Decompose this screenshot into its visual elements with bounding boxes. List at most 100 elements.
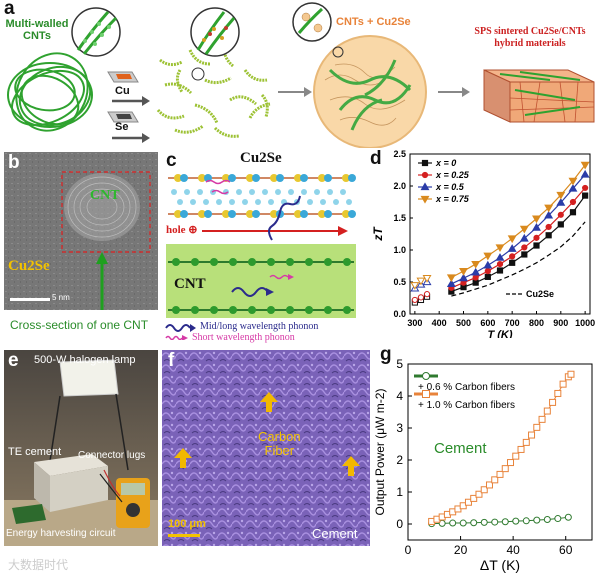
cu-atom [342,210,350,218]
scale-label: 5 nm [52,293,70,302]
panel-e: e 500-W halogen lamp TE cement Connector… [4,350,158,546]
cu-atom [198,210,206,218]
data-point [509,259,516,266]
se-atom [180,210,188,218]
short-wave-legend-icon [165,335,183,341]
se-atom [228,210,236,218]
cement-annotation: Cement [434,440,487,457]
data-point [472,274,479,281]
data-point [459,519,467,527]
ion-atom [327,189,333,195]
data-point [496,470,504,478]
data-point [533,423,541,431]
data-point [549,398,557,406]
ion-atom [236,189,242,195]
data-point [472,279,479,286]
carbon-atom [324,258,332,266]
se-atom [324,174,332,182]
ion-atom [340,189,346,195]
mwcnt-label: Multi-walled CNTs [5,18,69,42]
legend-marker [421,171,429,179]
lamp-label: 500-W halogen lamp [34,354,136,366]
y-tick-label: 4 [396,389,403,403]
data-point [512,517,520,525]
carbon-atom [248,258,256,266]
fiber-arrow-icon-right [342,456,360,476]
data-point [496,260,504,268]
sps-label: SPS sintered Cu2Se/CNTs hybrid materials [474,26,586,49]
sps-block-icon [483,69,595,123]
x-tick-label: 1000 [575,318,595,328]
data-point-low [422,275,432,283]
x-tick-label: 0 [405,543,412,557]
data-point [446,274,456,283]
x-tick-label: 800 [529,318,544,328]
data-point [569,209,577,216]
data-point [545,232,552,239]
data-point [459,273,468,282]
data-point [532,223,541,231]
panel-a-label: a [4,0,15,19]
data-point [533,242,540,249]
composite-zoom-circle [292,2,332,42]
panel-a: a Multi-walled CNTs [0,0,600,148]
legend-label: x = 0.5 [435,182,465,192]
scale-bar [10,298,50,301]
cement-block-icon [34,454,108,476]
panel-a-illustration [7,2,595,148]
ion-atom [255,199,261,205]
legend-label: x = 0 [435,158,456,168]
carbon-atom [229,306,237,314]
data-point [496,267,504,274]
cnt-band [166,244,356,318]
sem-image [162,350,370,546]
se-atom [228,174,236,182]
legend-ref-label: Cu2Se [526,289,554,299]
y-tick-label: 1 [396,485,403,499]
data-point [471,267,481,276]
data-point [485,481,493,489]
legend-marker [420,195,430,204]
data-point [501,465,509,473]
plot-frame [407,363,593,541]
x-tick-label: 20 [454,543,468,557]
cu-atom [198,174,206,182]
carbon-atom [172,306,180,314]
x-tick-label: 500 [456,318,471,328]
cu-powder-icon [107,71,139,83]
cu-atom [270,210,278,218]
carbon-atom [286,258,294,266]
carbon-atom [343,306,351,314]
fiber-arrow-icon [260,392,278,412]
data-point-low [416,277,426,286]
data-point [556,198,566,206]
data-point [446,279,456,288]
y-tick-label: 3 [396,421,403,435]
carbon-atom [191,306,199,314]
y-tick-label: 2.5 [393,149,406,159]
se-atom [180,174,188,182]
data-point [491,476,499,484]
ion-atom [314,189,320,195]
carbon-atom [343,258,351,266]
panel-f: f Carbon Fiber 100 μm Cement [162,350,370,546]
data-point [519,233,529,242]
data-point [568,177,578,186]
se-atom [300,174,308,182]
panel-e-label: e [8,350,19,371]
ion-atom [177,199,183,205]
ion-atom [262,189,268,195]
legend-marker [422,390,430,398]
carbon-atom [267,306,275,314]
y-tick-label: 1.5 [393,213,406,223]
data-point [495,253,505,261]
legend-label: + 0.6 % Carbon fibers [418,382,515,393]
data-point [522,438,530,446]
cu-atom [222,210,230,218]
carbon-atom [248,306,256,314]
data-point [557,221,564,228]
data-point [521,251,528,258]
panel-g: 0 20 40 60 0 1 2 3 4 5 ΔT (K) Output Power (μW m-2)… [373,344,600,575]
ion-atom [197,189,203,195]
data-point [567,370,575,378]
